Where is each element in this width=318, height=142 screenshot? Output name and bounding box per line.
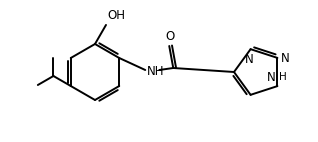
Text: N: N [267,71,275,84]
Text: N: N [280,52,289,65]
Text: O: O [166,30,175,43]
Text: H: H [280,72,287,82]
Text: OH: OH [107,9,125,22]
Text: N: N [245,53,254,66]
Text: NH: NH [147,64,165,78]
